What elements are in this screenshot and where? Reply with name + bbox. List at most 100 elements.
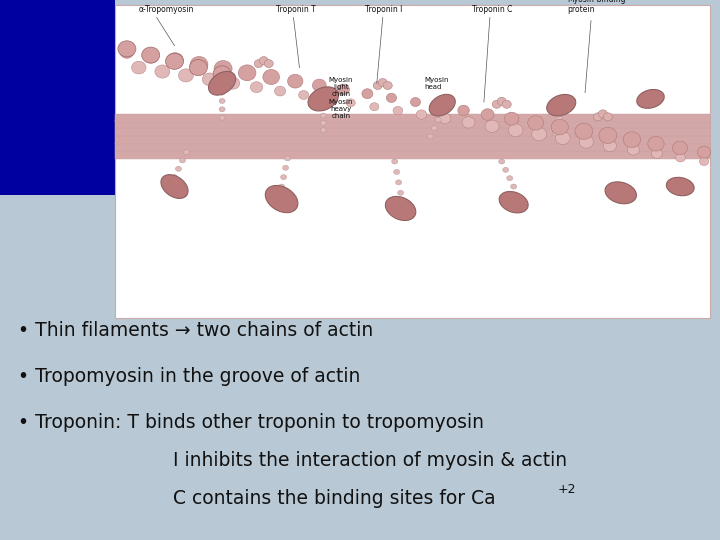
Ellipse shape	[624, 132, 641, 147]
Ellipse shape	[603, 113, 613, 121]
Ellipse shape	[320, 127, 326, 133]
Ellipse shape	[323, 95, 332, 103]
Ellipse shape	[383, 82, 392, 90]
Ellipse shape	[439, 113, 451, 124]
Text: Myosin
head: Myosin head	[424, 77, 449, 90]
Ellipse shape	[434, 102, 445, 111]
Bar	[115, 120, 710, 128]
Ellipse shape	[508, 124, 523, 137]
Bar	[115, 128, 710, 136]
Ellipse shape	[226, 77, 240, 89]
Ellipse shape	[264, 59, 274, 68]
Ellipse shape	[397, 190, 404, 195]
Bar	[115, 5, 710, 318]
Ellipse shape	[552, 131, 558, 136]
Ellipse shape	[274, 86, 286, 96]
Ellipse shape	[652, 149, 662, 158]
Text: +2: +2	[557, 483, 576, 496]
Ellipse shape	[499, 192, 528, 213]
Ellipse shape	[558, 109, 564, 114]
Ellipse shape	[254, 59, 264, 68]
Ellipse shape	[395, 180, 402, 185]
Ellipse shape	[132, 61, 146, 74]
Ellipse shape	[416, 110, 427, 119]
Ellipse shape	[320, 113, 326, 118]
Ellipse shape	[394, 170, 400, 174]
Text: Troponin I: Troponin I	[365, 5, 402, 15]
Ellipse shape	[184, 150, 189, 154]
Bar	[115, 114, 710, 122]
Ellipse shape	[528, 116, 544, 130]
Ellipse shape	[171, 174, 178, 180]
Ellipse shape	[699, 158, 708, 166]
Ellipse shape	[320, 106, 326, 111]
Text: Myosin
heavy
chain: Myosin heavy chain	[329, 99, 354, 119]
Ellipse shape	[648, 137, 664, 151]
Ellipse shape	[219, 115, 225, 120]
Ellipse shape	[320, 120, 326, 125]
Ellipse shape	[505, 112, 519, 125]
Ellipse shape	[429, 94, 455, 116]
Ellipse shape	[439, 109, 445, 114]
Ellipse shape	[672, 141, 688, 154]
Ellipse shape	[510, 184, 517, 189]
Ellipse shape	[552, 119, 568, 135]
Bar	[115, 136, 710, 144]
Ellipse shape	[238, 65, 256, 81]
Ellipse shape	[462, 117, 475, 128]
Ellipse shape	[219, 98, 225, 104]
Ellipse shape	[308, 87, 338, 111]
Ellipse shape	[503, 167, 509, 172]
Ellipse shape	[593, 113, 603, 121]
Ellipse shape	[481, 109, 494, 120]
Ellipse shape	[299, 91, 309, 99]
Ellipse shape	[555, 132, 570, 145]
Ellipse shape	[346, 99, 355, 107]
Ellipse shape	[575, 123, 593, 139]
Ellipse shape	[507, 176, 513, 181]
Ellipse shape	[627, 144, 639, 155]
Ellipse shape	[698, 146, 711, 158]
Ellipse shape	[485, 120, 499, 132]
Ellipse shape	[370, 103, 379, 111]
Ellipse shape	[281, 174, 287, 180]
Text: α-Tropomyosin: α-Tropomyosin	[139, 5, 194, 15]
Ellipse shape	[118, 41, 136, 57]
Text: • Troponin: T binds other troponin to tropomyosin: • Troponin: T binds other troponin to tr…	[18, 413, 484, 432]
Text: Myosin
light
chain: Myosin light chain	[329, 77, 354, 97]
Ellipse shape	[503, 100, 511, 109]
Ellipse shape	[282, 165, 289, 170]
Ellipse shape	[531, 127, 546, 141]
Ellipse shape	[498, 97, 506, 105]
Bar	[115, 151, 710, 159]
Ellipse shape	[166, 53, 184, 69]
Ellipse shape	[603, 140, 616, 152]
Ellipse shape	[436, 117, 441, 122]
Ellipse shape	[598, 110, 608, 118]
Ellipse shape	[410, 98, 420, 106]
Ellipse shape	[166, 53, 184, 68]
Bar	[115, 144, 710, 151]
Ellipse shape	[675, 153, 685, 162]
Text: Troponin T: Troponin T	[276, 5, 315, 15]
Ellipse shape	[142, 47, 160, 63]
Ellipse shape	[605, 182, 636, 204]
Ellipse shape	[179, 158, 186, 163]
Ellipse shape	[179, 69, 194, 82]
Text: • Tropomyosin in the groove of actin: • Tropomyosin in the groove of actin	[18, 367, 361, 386]
Ellipse shape	[385, 197, 416, 220]
Ellipse shape	[259, 57, 269, 65]
Ellipse shape	[431, 126, 437, 131]
Ellipse shape	[284, 156, 291, 161]
Ellipse shape	[337, 84, 349, 95]
Ellipse shape	[143, 49, 158, 63]
Ellipse shape	[554, 124, 560, 129]
Text: Myosin-binding
protein: Myosin-binding protein	[567, 0, 626, 15]
Ellipse shape	[499, 159, 505, 164]
Ellipse shape	[190, 57, 208, 72]
Ellipse shape	[219, 107, 225, 112]
Ellipse shape	[393, 106, 402, 115]
Ellipse shape	[362, 89, 373, 99]
Ellipse shape	[265, 185, 298, 213]
Text: C contains the binding sites for Ca: C contains the binding sites for Ca	[173, 489, 495, 508]
